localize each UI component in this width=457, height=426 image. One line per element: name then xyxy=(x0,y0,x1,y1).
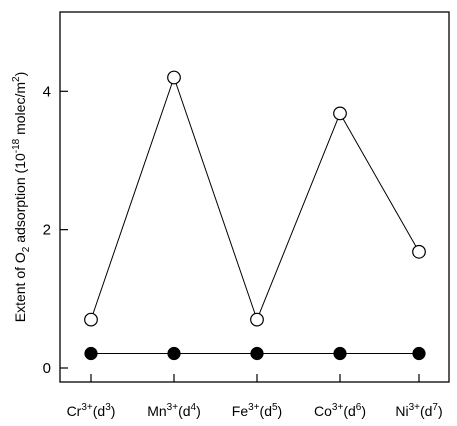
series-1-point xyxy=(84,312,98,327)
x-tick-label: Ni3+(d7) xyxy=(395,402,442,419)
x-tick-label: Cr3+(d3) xyxy=(67,402,116,419)
series-2-point xyxy=(412,346,426,361)
y-tick-label: 0 xyxy=(43,360,51,377)
series-2-point xyxy=(250,346,264,361)
series-2-point xyxy=(333,346,347,361)
series-2-point xyxy=(167,346,181,361)
y-axis-ticks: 0 2 4 xyxy=(43,83,68,377)
x-tick-label: Mn3+(d4) xyxy=(147,402,201,419)
y-tick-label: 2 xyxy=(43,222,51,239)
series-2-point xyxy=(84,346,98,361)
series-layer xyxy=(84,70,426,361)
y-axis-label: Extent of O2 adsorption (10-18 molec/m2) xyxy=(11,72,32,323)
series-1-point xyxy=(167,70,181,85)
series-1-point xyxy=(250,312,264,327)
x-tick-label: Co3+(d6) xyxy=(314,402,366,419)
series-line-1 xyxy=(90,75,420,322)
series-1-point xyxy=(412,244,426,259)
y-tick-label: 4 xyxy=(43,83,51,100)
series-1-point xyxy=(333,106,347,121)
x-axis-ticks: Cr3+(d3) Mn3+(d4) Fe3+(d5) Co3+(d6) Ni3+(d7) xyxy=(67,374,443,419)
plot-frame xyxy=(59,11,450,383)
x-tick-label: Fe3+(d5) xyxy=(232,402,282,419)
